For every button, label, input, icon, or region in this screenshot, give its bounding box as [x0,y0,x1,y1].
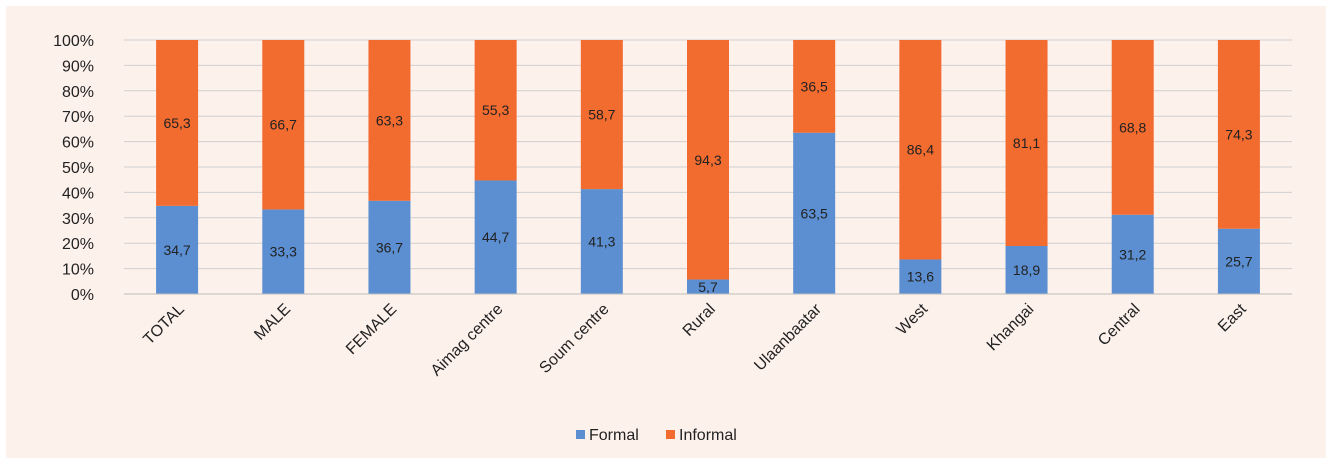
y-tick-label: 0% [71,287,94,304]
x-tick-label: Ulaanbaatar [751,300,825,374]
data-label: 81,1 [1013,135,1040,151]
y-tick-label: 50% [62,160,94,177]
bar-formal-11 [1217,228,1260,294]
y-tick-label: 90% [62,58,94,75]
data-label: 63,5 [801,205,828,221]
y-tick-label: 80% [62,84,94,101]
x-axis: TOTAL MALE FEMALE Aimag centre Soum centre Ru… [124,293,1292,380]
y-axis: 0% 10% 20% 30% 40% 50% 60% 70% 80% 90% 100% [53,33,94,304]
y-tick-label: 10% [62,262,94,279]
data-label: 74,3 [1225,126,1252,142]
bar-informal-10 [1111,40,1154,215]
bar-informal-6 [687,40,729,280]
data-label: 25,7 [1225,253,1252,269]
bar-informal-3 [368,40,411,201]
bar-formal-6 [687,279,729,294]
x-tick-label: TOTAL [140,301,188,349]
bar-informal-11 [1217,40,1260,229]
data-label: 36,7 [376,239,403,255]
bar-formal-10 [1111,214,1154,294]
data-label: 18,9 [1013,262,1040,278]
x-tick-label: East [1215,300,1250,335]
y-tick-label: 30% [62,211,94,228]
x-tick-label: Rural [680,301,719,340]
data-label: 58,7 [588,107,615,123]
data-label: 94,3 [694,152,721,168]
bar-formal-1 [156,205,199,294]
legend-label-informal: Informal [679,427,737,444]
bars: 34,7 65,3 33,3 66,7 36,7 63,3 44,7 55,3 41,3 58,7… [156,40,1260,295]
stacked-bar-chart: 0% 10% 20% 30% 40% 50% 60% 70% 80% 90% 100% 34,7 65… [53,33,1292,444]
x-tick-label: Khangai [984,301,1038,355]
y-tick-label: 100% [53,33,94,50]
bar-informal-8 [899,40,942,260]
bar-formal-3 [368,200,411,294]
data-label: 66,7 [270,117,297,133]
data-label: 41,3 [588,234,615,250]
data-label: 34,7 [163,242,190,258]
x-tick-label: MALE [251,301,294,344]
bar-formal-8 [899,259,942,294]
bar-formal-7 [793,132,836,294]
x-tick-label: FEMALE [343,301,400,358]
legend-swatch-informal [666,430,675,439]
legend: Formal Informal [576,427,737,444]
data-label: 55,3 [482,102,509,118]
bar-informal-5 [580,40,623,190]
data-label: 44,7 [482,229,509,245]
bar-informal-4 [474,40,517,181]
data-label: 65,3 [163,115,190,131]
y-tick-label: 60% [62,135,94,152]
bar-formal-4 [474,180,517,294]
x-tick-label: Aimag centre [428,301,507,380]
bar-formal-9 [1005,245,1048,294]
legend-swatch-formal [576,430,585,439]
data-label: 86,4 [907,142,934,158]
bar-informal-2 [262,40,305,210]
data-label: 36,5 [801,78,828,94]
x-tick-label: Soum centre [536,301,612,377]
data-label: 5,7 [698,279,718,295]
x-tick-label: West [894,300,932,338]
y-tick-label: 40% [62,185,94,202]
y-tick-label: 70% [62,109,94,126]
x-tick-label: Central [1095,301,1143,349]
bar-formal-5 [580,189,623,294]
bar-formal-2 [262,209,305,294]
bar-informal-7 [793,40,836,133]
bar-informal-9 [1005,40,1048,246]
data-label: 31,2 [1119,246,1146,262]
legend-label-formal: Formal [589,427,639,444]
data-label: 68,8 [1119,119,1146,135]
data-label: 63,3 [376,112,403,128]
data-label: 13,6 [907,269,934,285]
y-tick-label: 20% [62,236,94,253]
chart-panel: 0% 10% 20% 30% 40% 50% 60% 70% 80% 90% 100% 34,7 65… [6,6,1326,458]
data-label: 33,3 [270,244,297,260]
bar-informal-1 [156,40,199,206]
